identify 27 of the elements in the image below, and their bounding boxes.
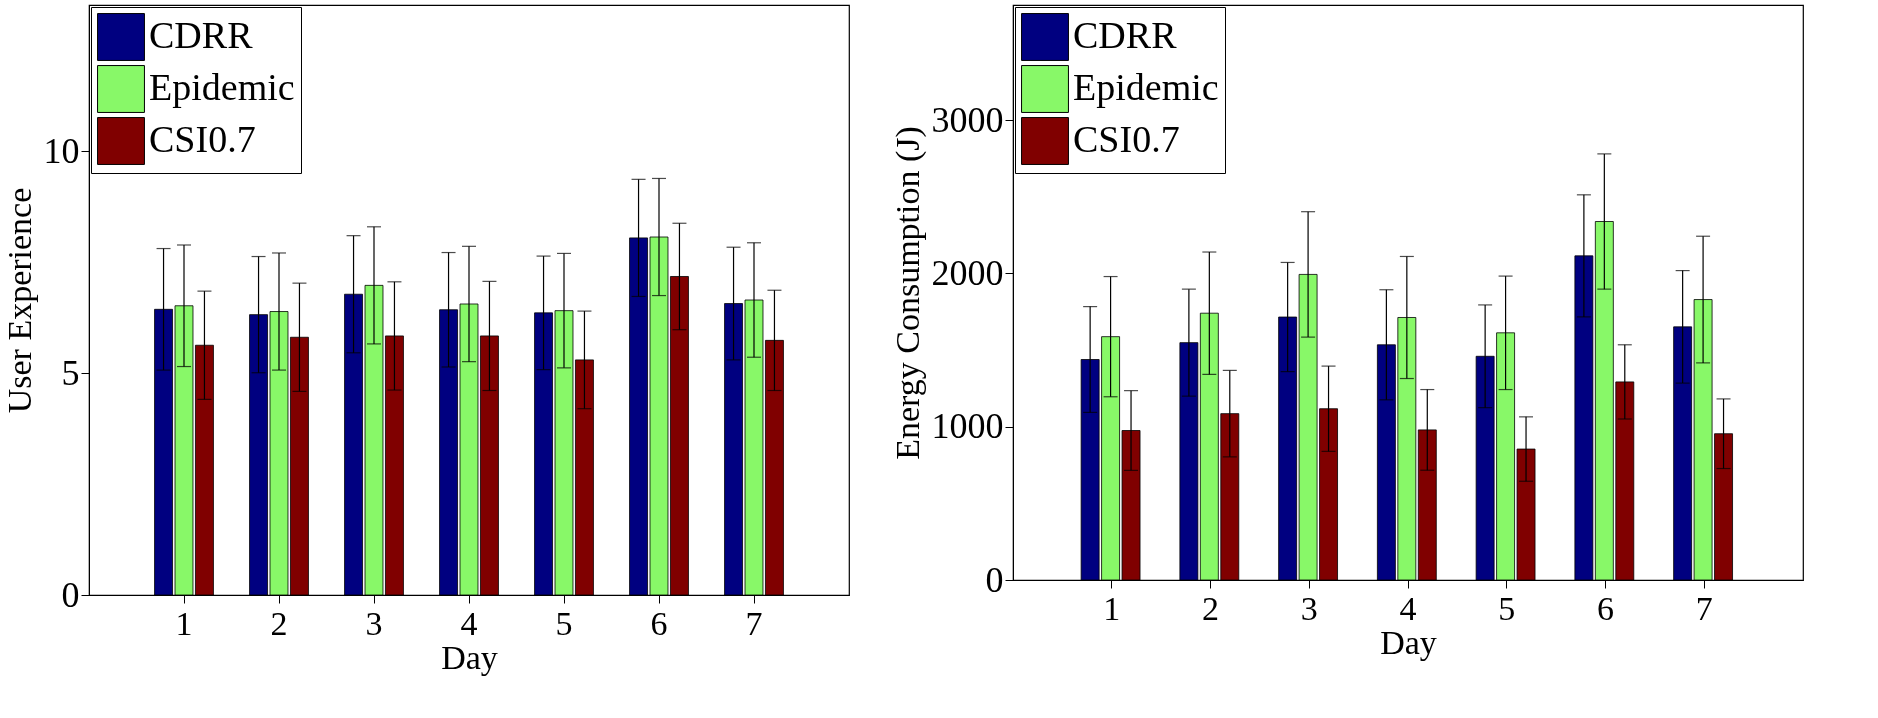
x-tick-label: 2 [270, 604, 288, 642]
x-tick-label: 1 [1103, 589, 1121, 627]
x-tick-label: 6 [650, 604, 668, 642]
legend-label: CDRR [149, 14, 254, 56]
legend-label: CSI0.7 [1073, 118, 1180, 160]
y-tick-label: 0 [985, 559, 1004, 600]
y-tick-label: 2000 [931, 252, 1004, 293]
x-tick-label: 5 [555, 604, 573, 642]
y-tick-label: 5 [61, 352, 80, 393]
y-tick-label: 0 [61, 574, 80, 615]
legend-label: Epidemic [149, 66, 295, 108]
x-tick-label: 7 [1695, 589, 1713, 627]
y-axis-title: Energy Consumption (J) [888, 126, 927, 460]
x-tick-label: 3 [1300, 589, 1318, 627]
x-tick-label: 5 [1498, 589, 1516, 627]
x-tick-label: 1 [175, 604, 193, 642]
x-tick-label: 7 [745, 604, 763, 642]
y-tick-label: 3000 [931, 99, 1004, 140]
legend-label: CDRR [1073, 14, 1178, 56]
x-tick-label: 2 [1202, 589, 1219, 627]
legend-label: CSI0.7 [149, 118, 256, 160]
legend-label: Epidemic [1073, 66, 1219, 108]
x-tick-label: 3 [365, 604, 383, 642]
y-axis-title: User Experience [0, 187, 38, 414]
y-tick-label: 10 [43, 130, 80, 171]
y-tick-label: 1000 [931, 406, 1004, 447]
x-tick-label: 6 [1597, 589, 1614, 627]
